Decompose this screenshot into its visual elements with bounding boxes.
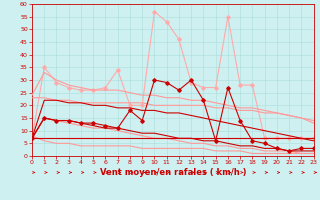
X-axis label: Vent moyen/en rafales ( km/h ): Vent moyen/en rafales ( km/h ) bbox=[100, 168, 246, 177]
